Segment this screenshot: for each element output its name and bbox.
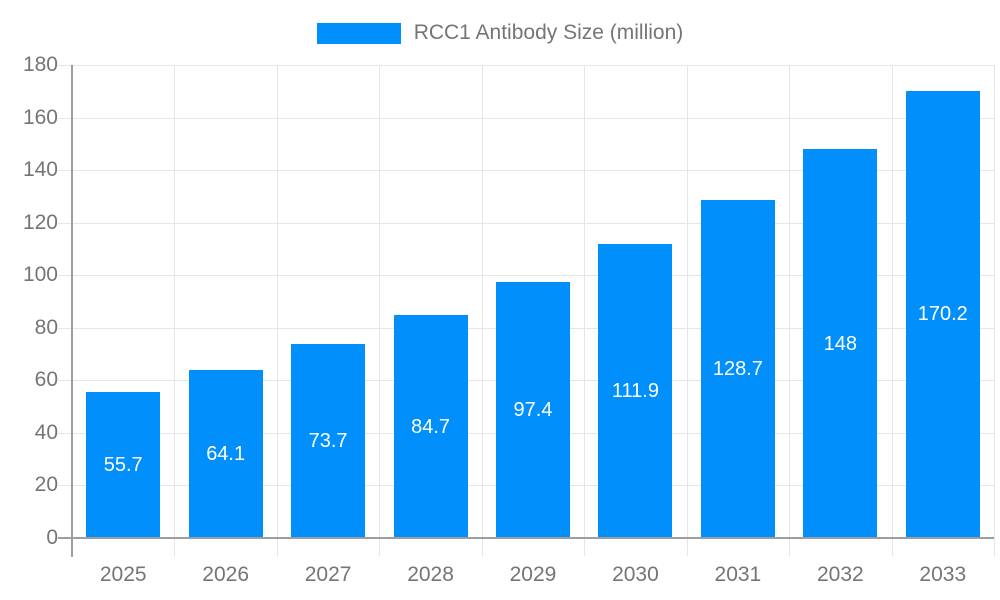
- bar-value-label: 148: [823, 332, 858, 355]
- h-gridline: [58, 170, 994, 172]
- bar[interactable]: [291, 344, 366, 538]
- y-axis-label: 120: [22, 210, 58, 234]
- y-axis-label: 180: [22, 53, 58, 76]
- v-gridline: [686, 65, 688, 556]
- bar-value-label: 73.7: [308, 430, 348, 453]
- bar-value-label: 55.7: [103, 453, 143, 476]
- x-axis-label: 2027: [304, 563, 352, 586]
- x-axis-label: 2026: [202, 563, 250, 586]
- v-gridline: [994, 65, 995, 556]
- bar[interactable]: [86, 391, 161, 538]
- legend-item[interactable]: RCC1 Antibody Size (million): [0, 18, 1000, 48]
- y-axis-label: 160: [22, 105, 58, 129]
- v-gridline: [891, 65, 893, 556]
- h-gridline: [58, 222, 994, 224]
- x-axis-label: 2025: [99, 563, 147, 586]
- bar-value-label: 64.1: [206, 442, 246, 465]
- bar[interactable]: [188, 369, 263, 538]
- v-gridline: [276, 65, 278, 556]
- x-axis-label: 2032: [816, 563, 864, 586]
- bar[interactable]: [393, 315, 468, 538]
- h-gridline: [58, 275, 994, 277]
- y-axis-label: 0: [46, 526, 58, 549]
- bar[interactable]: [496, 282, 570, 538]
- y-axis-label: 60: [34, 368, 58, 392]
- y-axis-label: 140: [22, 158, 58, 182]
- bar-value-label: 84.7: [411, 415, 451, 438]
- x-axis-label: 2030: [612, 563, 659, 586]
- bar-value-label: 170.2: [917, 303, 968, 326]
- x-axis-label: 2033: [919, 563, 967, 586]
- bar[interactable]: [905, 90, 980, 538]
- v-gridline: [174, 65, 176, 556]
- y-axis-line: [71, 65, 73, 557]
- plot-area: 55.7 64.1 73.7 84.7 97.4 111.9 128.7 148 170.2 20…: [23, 53, 995, 586]
- y-axis-label: 40: [34, 420, 58, 444]
- bar-value-label: 128.7: [712, 357, 763, 380]
- y-axis-label: 20: [34, 473, 58, 497]
- x-axis-label: 2031: [714, 563, 762, 586]
- x-axis-label: 2029: [509, 563, 557, 586]
- h-gridline: [58, 65, 994, 66]
- v-gridline: [379, 65, 381, 556]
- h-gridline: [58, 117, 994, 119]
- bar-value-label: 97.4: [513, 399, 553, 422]
- v-gridline: [789, 65, 791, 556]
- x-axis-label: 2028: [407, 563, 454, 586]
- x-axis-line: [58, 537, 994, 539]
- v-gridline: [584, 65, 586, 556]
- legend-swatch: [316, 22, 401, 44]
- legend-label: RCC1 Antibody Size (million): [413, 21, 684, 44]
- y-axis-label: 80: [34, 315, 58, 339]
- bar[interactable]: [700, 199, 775, 538]
- y-axis-label: 100: [22, 263, 58, 287]
- bar[interactable]: [803, 149, 878, 538]
- v-gridline: [481, 65, 483, 556]
- bar[interactable]: [598, 243, 673, 538]
- bar-value-label: 111.9: [611, 379, 659, 402]
